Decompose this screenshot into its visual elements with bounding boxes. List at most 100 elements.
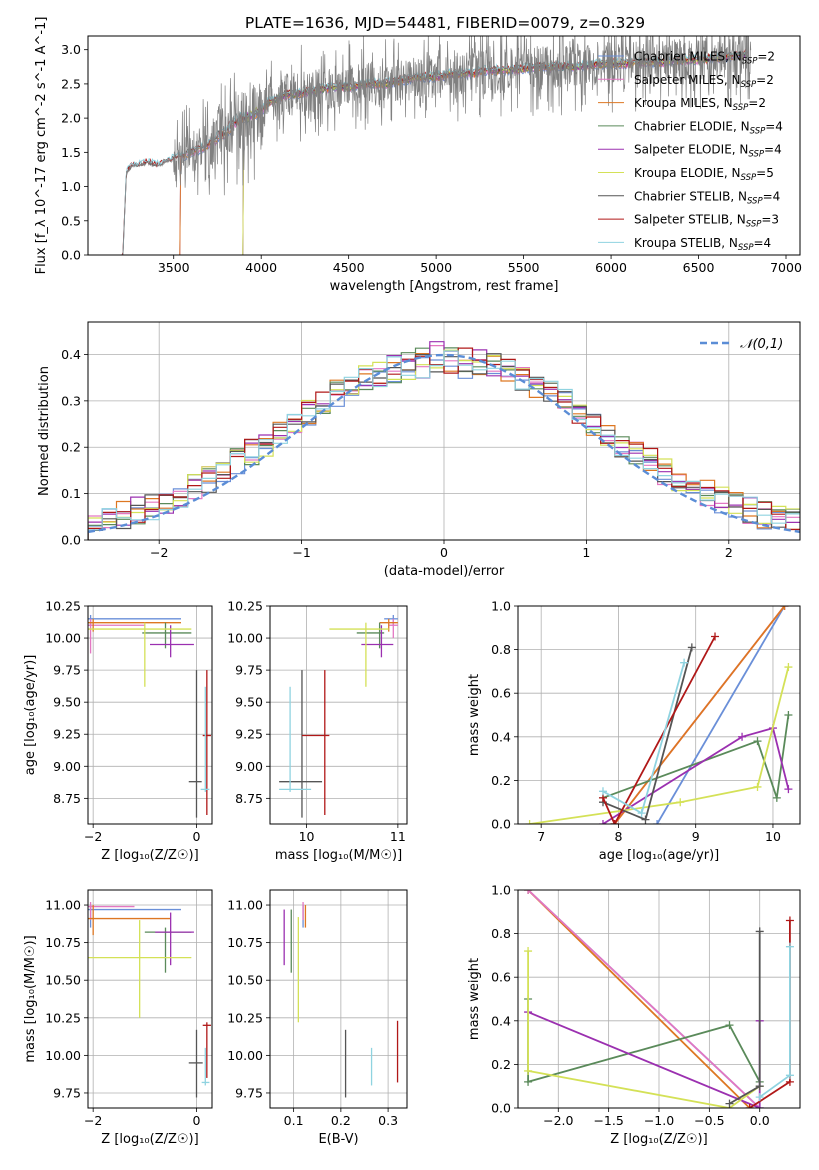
age-vs-Z-plot-area	[88, 614, 211, 818]
weight-vs-Z-ytick-label: 0.2	[491, 1057, 511, 1072]
weight-vs-Z-xtick-label: −1.0	[644, 1113, 674, 1128]
mass-weight-marker	[524, 1077, 533, 1086]
errorbar-point	[329, 622, 389, 687]
spectrum-xlabel: wavelength [Angstrom, rest frame]	[330, 279, 559, 294]
residuals-ylabel: Normed distribution	[37, 366, 52, 496]
mass-weight-marker	[641, 815, 650, 824]
mass-weight-marker	[524, 890, 533, 894]
age-vs-mass-ytick-label: 8.75	[235, 791, 263, 806]
mass-weight-line	[602, 662, 685, 815]
weight-vs-Z-xlabel: Z [log₁₀(Z/Z☉)]	[610, 1132, 707, 1147]
age-vs-Z-xtick-label: 0	[193, 829, 201, 844]
errorbar-point	[279, 670, 323, 818]
mass-weight-line	[527, 999, 761, 1083]
residuals-ytick-label: 0.1	[61, 486, 81, 501]
spectrum-xtick-label: 7000	[770, 260, 802, 275]
legend-entry: Chabrier STELIB, NSSP=4	[634, 189, 780, 206]
errorbar-point	[88, 920, 192, 1018]
mass-vs-EBV-xtick-label: 0.2	[331, 1113, 351, 1128]
weight-vs-Z-xtick-label: −0.5	[694, 1113, 724, 1128]
errorbar-point	[301, 670, 330, 816]
age-vs-mass-frame	[269, 605, 408, 825]
errorbar-point	[88, 902, 135, 921]
spectrum-legend: Chabrier MILES, NSSP=2 Salpeter MILES, NS…	[598, 50, 783, 253]
mass-weight-marker	[524, 947, 533, 956]
weight-vs-Z-ytick-label: 0.0	[491, 1101, 511, 1116]
age-vs-Z-ytick-label: 9.50	[53, 695, 81, 710]
spectrum-ytick-label: 3.0	[61, 42, 81, 57]
weight-vs-Z-xtick-label: 0.0	[750, 1113, 770, 1128]
mass-weight-marker	[784, 785, 793, 794]
age-vs-mass-ytick-label: 10.00	[227, 631, 263, 646]
residuals-panel: −2 −1 0 1 2 0.0 0.1 0.2 0.3 0.4 (data-model)/error…	[37, 321, 801, 579]
mass-weight-marker	[676, 798, 685, 807]
spectrum-ytick-label: 1.0	[61, 179, 81, 194]
mass-weight-marker	[784, 711, 793, 719]
weight-vs-age-xtick-label: 7	[537, 829, 545, 844]
mass-vs-EBV-panel: 0.1 0.2 0.3 9.75 10.00 10.25 10.50 10.75 11.00 E(…	[227, 889, 408, 1147]
mass-weight-marker	[753, 737, 762, 746]
errorbar-point	[279, 686, 312, 792]
residuals-xtick-label: 1	[582, 545, 590, 560]
errorbar-point	[144, 927, 192, 973]
errorbar-point	[388, 618, 398, 639]
residuals-ytick-label: 0.3	[61, 393, 81, 408]
spectrum-ytick-label: 0.0	[61, 248, 81, 263]
weight-vs-Z-plot-area	[524, 890, 794, 1108]
errorbar-point	[384, 614, 398, 626]
weight-vs-age-ytick-label: 1.0	[491, 599, 511, 614]
spectrum-observed-line	[122, 36, 752, 255]
weight-vs-age-xtick-label: 10	[765, 829, 781, 844]
errorbar-point	[200, 686, 210, 792]
weight-vs-age-ytick-label: 0.8	[491, 642, 511, 657]
weight-vs-age-xtick-label: 9	[692, 829, 700, 844]
mass-weight-marker	[772, 793, 781, 802]
errorbar-point	[201, 1047, 210, 1086]
errorbar-point	[88, 618, 145, 654]
mass-vs-Z-ytick-label: 10.50	[45, 973, 81, 988]
age-vs-Z-ytick-label: 9.25	[53, 727, 81, 742]
mass-vs-EBV-frame	[269, 889, 408, 1109]
spectrum-xtick-label: 6500	[683, 260, 715, 275]
mass-weight-line	[759, 946, 791, 1098]
spectrum-xtick-label: 5500	[508, 260, 540, 275]
mass-vs-Z-xlabel: Z [log₁₀(Z/Z☉)]	[101, 1132, 198, 1147]
weight-vs-Z-ytick-label: 0.8	[491, 926, 511, 941]
residuals-ytick-label: 0.2	[61, 440, 81, 455]
mass-vs-Z-ylabel: mass [log₁₀(M/M☉)]	[23, 935, 38, 1062]
errorbar-point	[361, 625, 394, 658]
normal-reference-curve	[88, 353, 800, 534]
errorbar-point	[155, 912, 194, 966]
residuals-legend: 𝒩(0,1)	[700, 337, 783, 352]
mass-weight-marker	[525, 820, 534, 824]
mass-vs-Z-xtick-label: 0	[193, 1113, 201, 1128]
mass-weight-marker	[725, 1099, 734, 1108]
spectrum-xtick-label: 4500	[333, 260, 365, 275]
mass-weight-marker	[785, 1071, 794, 1080]
mass-vs-Z-frame	[87, 889, 213, 1109]
mass-weight-line	[613, 606, 786, 824]
residual-histogram	[88, 350, 800, 540]
spectrum-ytick-label: 1.5	[61, 145, 81, 160]
errorbar-point	[88, 905, 171, 936]
errorbar-point	[188, 1029, 203, 1098]
residuals-plot-area	[88, 341, 800, 540]
mass-vs-Z-ytick-label: 10.75	[45, 935, 81, 950]
mass-weight-marker	[610, 820, 619, 824]
mass-weight-marker	[680, 658, 689, 667]
panels: 3500 4000 4500 5000 5500 6000 6500 70000.00.51.…	[23, 17, 802, 1147]
weight-vs-Z-ytick-label: 0.6	[491, 970, 511, 985]
weight-vs-age-plot-area	[525, 606, 793, 824]
weight-vs-age-frame	[517, 605, 801, 825]
weight-vs-age-xlabel: age [log₁₀(age/yr)]	[599, 848, 720, 863]
weight-vs-age-panel: 7 8 9 10 0.0 0.2 0.4 0.6 0.8 1.0 age [log₁₀(age/yr…	[467, 599, 801, 863]
age-vs-mass-plot-area	[279, 614, 398, 818]
legend-entry: Chabrier MILES, NSSP=2	[634, 50, 775, 67]
legend-entry: Kroupa STELIB, NSSP=4	[634, 236, 771, 253]
age-vs-mass-ytick-label: 9.25	[235, 727, 263, 742]
legend-entry: Salpeter MILES, NSSP=2	[634, 73, 774, 90]
mass-weight-marker	[785, 942, 794, 951]
weight-vs-age-ytick-label: 0.2	[491, 773, 511, 788]
spectrum-xtick-label: 5000	[420, 260, 452, 275]
